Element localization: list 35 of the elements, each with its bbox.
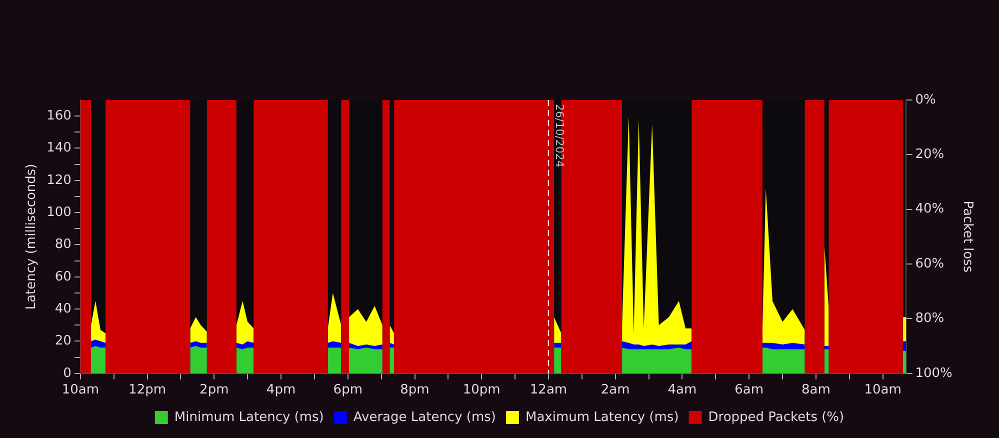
y-tick-label: 120	[46, 172, 72, 188]
legend-label: Dropped Packets (%)	[708, 410, 844, 425]
x-tick-label: 12pm	[128, 382, 166, 398]
y2-tick-label: 0%	[915, 92, 936, 108]
x-tick-label: 2am	[600, 382, 630, 398]
y-tick-label: 20	[54, 334, 72, 349]
y2-tick-label: 80%	[915, 311, 944, 326]
x-tick-label: 12am	[530, 382, 568, 398]
y-tick-label: 140	[46, 140, 72, 156]
x-tick-label: 10am	[62, 382, 99, 398]
y-tick-label: 60	[54, 269, 72, 284]
x-tick-label: 10pm	[462, 382, 500, 398]
x-tick-label: 4pm	[266, 382, 296, 398]
y-tick-label: 0	[63, 366, 72, 381]
legend-label: Minimum Latency (ms)	[174, 410, 324, 425]
y-tick-label: 100	[46, 204, 72, 220]
y-tick-label: 80	[54, 237, 72, 252]
x-tick-label: 8am	[802, 382, 830, 398]
y2-tick-label: 100%	[915, 366, 952, 381]
x-tick-label: 6pm	[333, 382, 362, 398]
legend-label: Average Latency (ms)	[353, 410, 496, 425]
y2-tick-label: 20%	[915, 147, 944, 162]
legend-label: Maximum Latency (ms)	[525, 410, 679, 425]
ref-line-label: 26/10/2024	[553, 104, 566, 168]
y2-tick-label: 60%	[915, 256, 944, 272]
x-tick-label: 8pm	[400, 382, 430, 398]
y-axis-title: Latency (milliseconds)	[24, 164, 40, 310]
y2-axis-title: Packet loss	[960, 200, 975, 273]
y-tick-label: 160	[46, 108, 72, 124]
y2-tick-label: 40%	[915, 202, 944, 217]
y-tick-label: 40	[54, 301, 72, 316]
x-tick-label: 2pm	[200, 382, 229, 398]
x-tick-label: 10am	[864, 382, 902, 398]
x-tick-label: 4am	[668, 382, 697, 398]
x-tick-label: 6am	[734, 382, 764, 398]
